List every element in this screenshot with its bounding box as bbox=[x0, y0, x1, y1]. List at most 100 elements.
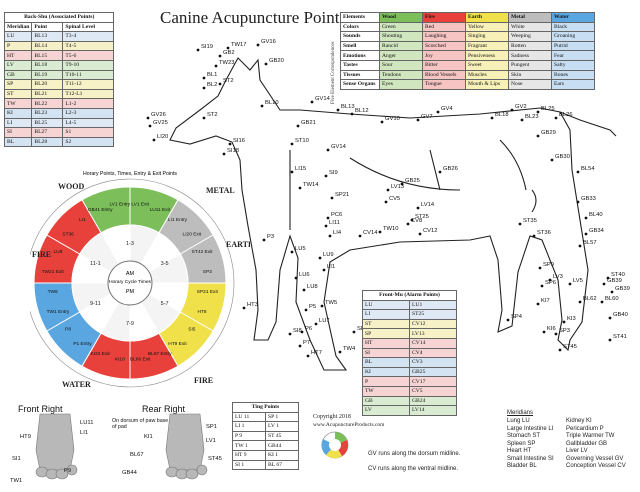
wheel-segment-label: HT9 Exit bbox=[168, 341, 187, 347]
meridians-title: Meridians bbox=[507, 410, 534, 416]
acupuncture-point-label: P5 bbox=[309, 304, 317, 310]
acupuncture-point-dot bbox=[202, 86, 206, 90]
acupuncture-point-label: BL1 bbox=[207, 72, 218, 78]
ting-row: HT 9 KI 1 bbox=[232, 449, 299, 461]
acupuncture-point-label: LU5 bbox=[295, 246, 306, 252]
back-shu-row: ST BL21 T12-L1 bbox=[3, 88, 115, 100]
acupuncture-point-dot bbox=[298, 344, 302, 348]
acupuncture-point-dot bbox=[554, 116, 558, 120]
front-mu-cell: TW bbox=[362, 385, 410, 397]
acupuncture-point-label: SP9 bbox=[543, 262, 554, 268]
back-shu-header: Meridian bbox=[3, 21, 33, 33]
acupuncture-point-label: BL54 bbox=[581, 166, 595, 172]
acupuncture-point-dot bbox=[568, 282, 572, 286]
acupuncture-point-dot bbox=[490, 116, 494, 120]
acupuncture-point-dot bbox=[436, 110, 440, 114]
acupuncture-point-label: GV14 bbox=[315, 96, 330, 102]
back-shu-cell: BL22 bbox=[31, 98, 64, 109]
acupuncture-point-label: LI11 bbox=[329, 220, 340, 226]
acupuncture-point-dot bbox=[386, 188, 390, 192]
acupuncture-point-dot bbox=[290, 142, 294, 146]
acupuncture-point-dot bbox=[318, 256, 322, 260]
meridian-item: Stomach ST bbox=[507, 433, 541, 439]
element-cell: Black bbox=[551, 21, 595, 33]
wheel-segment-label: GB41 Entry bbox=[88, 207, 113, 213]
wheel-segment-label: ST36 bbox=[62, 232, 74, 238]
wheel-segment-label: SP21 Exit bbox=[197, 289, 219, 295]
back-shu-cell: LV bbox=[3, 59, 33, 71]
acupuncture-point-label: GB34 bbox=[589, 228, 604, 234]
acupuncture-point-dot bbox=[418, 232, 422, 236]
back-shu-row: BL BL28 S2 bbox=[3, 136, 115, 148]
back-shu-cell: SP bbox=[3, 79, 33, 90]
dog-figure bbox=[146, 43, 617, 371]
acupuncture-point-label: GV2 bbox=[515, 104, 527, 110]
back-shu-table: Back-Shu (Associated Points) Meridian Po… bbox=[3, 12, 115, 148]
acupuncture-point-dot bbox=[298, 186, 302, 190]
meridian-item: Pericardium P bbox=[566, 425, 604, 432]
wheel-segment-label: BL66 Exit bbox=[130, 356, 151, 362]
acupuncture-point-dot bbox=[290, 250, 294, 254]
copyright-url: www.AcupunctureProducts.com bbox=[313, 422, 385, 428]
acupuncture-point-dot bbox=[384, 200, 388, 204]
acupuncture-point-dot bbox=[146, 116, 150, 120]
back-shu-row: LI BL25 L4-5 bbox=[3, 117, 115, 129]
acupuncture-point-label: GV14 bbox=[331, 144, 346, 150]
acupuncture-point-dot bbox=[380, 120, 384, 124]
acupuncture-point-dot bbox=[506, 318, 510, 322]
acupuncture-point-dot bbox=[576, 200, 580, 204]
acupuncture-point-label: TW17 bbox=[231, 42, 247, 48]
acupuncture-point-dot bbox=[538, 266, 542, 270]
acupuncture-point-dot bbox=[218, 54, 222, 58]
acupuncture-point-label: GB29 bbox=[541, 130, 556, 136]
wheel-segment-label: KI10 bbox=[115, 356, 125, 362]
back-shu-row: SI BL27 S1 bbox=[3, 127, 115, 138]
back-shu-cell: BL20 bbox=[31, 79, 64, 90]
meridian-item: Governing Vessel GV bbox=[566, 455, 624, 462]
front-mu-cell: BL bbox=[362, 357, 410, 368]
acupuncture-point-label: LI1 bbox=[327, 264, 336, 270]
ting-cell: GB44 bbox=[265, 440, 299, 451]
acupuncture-point-label: P6 bbox=[305, 326, 313, 332]
front-mu-row: TW CV5 bbox=[362, 385, 457, 397]
acupuncture-point-dot bbox=[378, 230, 382, 234]
back-shu-cell: T11-12 bbox=[62, 79, 115, 90]
acupuncture-point-label: SI16 bbox=[233, 138, 245, 144]
acupuncture-point-label: GV26 bbox=[151, 112, 166, 118]
meridian-item: Large Intestine LI bbox=[507, 425, 554, 432]
element-cell: Colors bbox=[340, 21, 380, 33]
front-mu-table: Front-Mu (Alarm Points) LU LU1 LI ST25 ST CV1… bbox=[362, 290, 457, 416]
wheel-segment-label: SI5 bbox=[188, 326, 196, 332]
front-mu-row: SP LV13 bbox=[362, 328, 457, 339]
element-row: Tastes Sour Bitter Sweet Pungent Salty bbox=[340, 59, 595, 71]
ting-cell: LV 1 bbox=[265, 421, 299, 432]
front-mu-cell: ST25 bbox=[409, 309, 457, 320]
acupuncture-point-dot bbox=[608, 316, 612, 320]
acupuncture-point-dot bbox=[202, 76, 206, 80]
acupuncture-point-label: SI19 bbox=[201, 44, 213, 50]
acupuncture-point-label: TW23 bbox=[219, 60, 235, 66]
ting-cell: KI 1 bbox=[265, 449, 299, 461]
rear-paw-illustration bbox=[165, 413, 208, 480]
acupuncture-point-dot bbox=[320, 304, 324, 308]
acupuncture-point-dot bbox=[290, 170, 294, 174]
back-shu-cell: BL21 bbox=[31, 88, 64, 100]
front-mu-row: LU LU1 bbox=[362, 299, 457, 311]
acupuncture-point-dot bbox=[302, 288, 306, 292]
front-paw-point-label: LU11 bbox=[80, 420, 94, 426]
acupuncture-point-label: KI7 bbox=[541, 298, 550, 304]
front-mu-cell: SP bbox=[362, 328, 410, 339]
front-mu-row: LV LV14 bbox=[362, 405, 457, 416]
acupuncture-point-label: BL10 bbox=[265, 100, 279, 106]
back-shu-cell: GB bbox=[3, 69, 33, 81]
element-row: Smell Rancid Scorched Fragrant Rotten Putrid bbox=[340, 40, 595, 52]
element-header: Water bbox=[551, 12, 595, 23]
acupuncture-point-dot bbox=[410, 218, 414, 222]
back-shu-cell: BL27 bbox=[31, 127, 64, 138]
back-shu-cell: ST bbox=[3, 88, 33, 100]
front-mu-cell: CV4 bbox=[409, 347, 457, 359]
five-element-table: Elements Wood Fire Earth Metal Water Colors Gr… bbox=[340, 12, 595, 90]
front-mu-cell: LV13 bbox=[409, 328, 457, 339]
rear-paw-point-label: KI1 bbox=[144, 434, 153, 440]
element-header: Metal bbox=[508, 12, 552, 23]
